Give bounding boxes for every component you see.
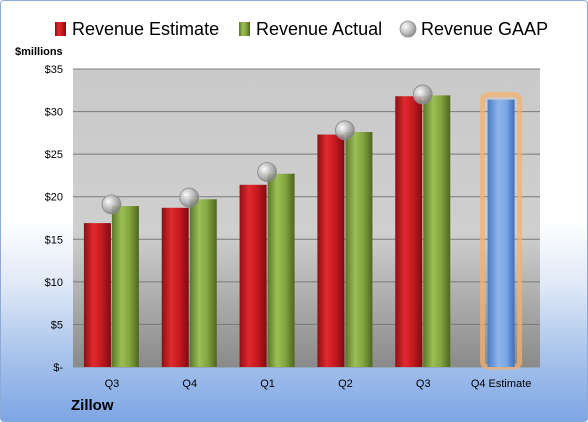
x-tick-label: Q1 <box>260 378 275 390</box>
x-tick-label: Q4 <box>182 378 197 390</box>
legend-swatch-revenue-estimate <box>55 22 66 36</box>
bar-revenue-estimate <box>239 184 267 367</box>
legend-item-revenue-estimate: Revenue Estimate <box>55 19 219 39</box>
legend-item-revenue-actual: Revenue Actual <box>239 19 382 39</box>
bar-revenue-estimate <box>83 223 111 367</box>
bar-revenue-actual <box>111 206 139 367</box>
bar-revenue-estimate <box>395 96 423 367</box>
marker-revenue-gaap <box>101 194 122 215</box>
x-tick-label: Q2 <box>338 378 353 390</box>
x-tick-label: Q3 <box>105 378 120 390</box>
x-tick-label: Q3 <box>416 378 431 390</box>
y-axis-unit-label: $millions <box>15 46 63 58</box>
y-tick-label: $30 <box>45 107 63 119</box>
bar-revenue-actual <box>345 132 373 367</box>
y-tick-label: $10 <box>45 277 63 289</box>
gridlines <box>73 68 540 368</box>
legend-swatch-revenue-gaap <box>399 20 417 38</box>
bar-revenue-estimate <box>317 134 345 367</box>
legend-label-revenue-gaap: Revenue GAAP <box>421 19 548 39</box>
legend: Revenue Estimate Revenue Actual Revenue … <box>55 19 548 39</box>
y-axis-tick-labels: $- $5 $10 $15 $20 $25 $30 $35 <box>45 64 64 374</box>
company-name: Zillow <box>71 397 114 414</box>
bar-revenue-actual <box>267 173 295 367</box>
marker-revenue-gaap <box>335 120 355 141</box>
bar-revenue-estimate <box>161 207 189 367</box>
gaap-markers <box>101 84 433 215</box>
legend-item-revenue-gaap: Revenue GAAP <box>399 19 548 39</box>
bars <box>83 92 523 370</box>
marker-revenue-gaap <box>412 84 433 105</box>
y-tick-label: $20 <box>45 192 63 204</box>
legend-swatch-revenue-actual <box>239 22 250 36</box>
marker-revenue-gaap <box>179 187 200 208</box>
y-tick-label: $- <box>53 362 63 374</box>
x-tick-label: Q4 Estimate <box>471 378 532 390</box>
bar-revenue-actual <box>423 95 451 367</box>
x-axis-tick-labels: Q3 Q4 Q1 Q2 Q3 Q4 Estimate <box>105 378 532 390</box>
y-tick-label: $15 <box>45 234 63 246</box>
y-tick-label: $25 <box>45 149 63 161</box>
bar-q4-estimate <box>487 99 515 367</box>
marker-revenue-gaap <box>257 162 277 182</box>
plot-area <box>73 69 540 367</box>
legend-label-revenue-estimate: Revenue Estimate <box>72 19 219 39</box>
y-tick-label: $5 <box>51 319 63 331</box>
bar-revenue-actual <box>189 199 217 367</box>
y-tick-label: $35 <box>45 64 63 76</box>
legend-label-revenue-actual: Revenue Actual <box>256 19 382 39</box>
